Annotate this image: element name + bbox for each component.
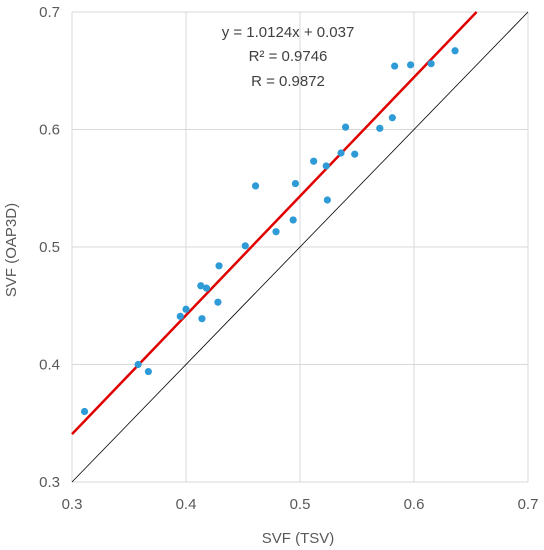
gridlines [71, 11, 529, 483]
y-tick-label: 0.6 [39, 122, 60, 139]
y-tick-label: 0.5 [39, 239, 60, 256]
tick-labels: 0.3 0.4 0.5 0.6 0.7 0.3 0.4 0.5 0.6 0.7 [39, 4, 538, 513]
y-tick-label: 0.4 [39, 357, 60, 374]
data-point [144, 367, 152, 376]
x-tick-label: 0.7 [518, 496, 539, 513]
data-point [337, 149, 345, 157]
data-point [176, 312, 184, 320]
data-points [80, 47, 459, 416]
data-point [291, 179, 300, 188]
data-point [289, 216, 297, 224]
data-point [310, 157, 318, 165]
data-point [388, 114, 396, 122]
data-point [342, 123, 350, 131]
data-point [182, 305, 190, 313]
x-tick-label: 0.3 [62, 496, 83, 513]
data-point [351, 150, 359, 158]
equation-annotation: y = 1.0124x + 0.037 [222, 24, 355, 41]
r-squared-annotation: R² = 0.9746 [249, 48, 328, 65]
data-point [251, 182, 260, 190]
data-point [427, 60, 435, 68]
data-point [241, 242, 249, 250]
data-point [406, 61, 415, 69]
identity-line [71, 11, 529, 483]
x-tick-label: 0.5 [290, 496, 311, 513]
data-point [451, 47, 459, 55]
data-point [323, 196, 331, 204]
y-tick-label: 0.7 [39, 4, 60, 21]
data-point [198, 315, 206, 323]
y-axis-title: SVF (OAP3D) [3, 203, 20, 297]
data-point [197, 282, 205, 290]
data-point [322, 162, 330, 170]
data-point [391, 62, 399, 70]
x-axis-title: SVF (TSV) [262, 530, 335, 547]
y-tick-label: 0.3 [39, 474, 60, 491]
x-tick-label: 0.4 [176, 496, 197, 513]
data-point [80, 407, 89, 416]
data-point [214, 298, 222, 306]
data-point [202, 284, 211, 292]
data-point [376, 124, 384, 132]
data-point [215, 262, 223, 270]
x-tick-label: 0.6 [404, 496, 425, 513]
data-point [272, 228, 280, 236]
r-annotation: R = 0.9872 [251, 73, 325, 90]
data-point [134, 360, 142, 369]
